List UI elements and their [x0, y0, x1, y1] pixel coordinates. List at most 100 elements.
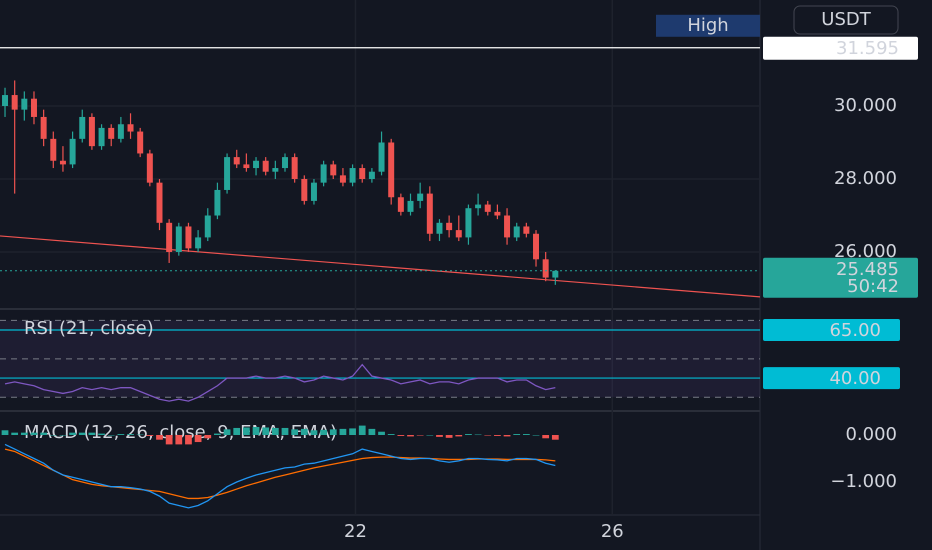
histogram-bar — [484, 434, 492, 436]
level-label-box — [763, 319, 900, 342]
x-tick-label: 22 — [344, 521, 367, 542]
histogram-bar — [426, 434, 434, 436]
histogram-bar — [329, 429, 337, 435]
y-tick-label: 28.000 — [834, 168, 897, 189]
histogram-bar — [503, 434, 511, 437]
candle-body — [542, 259, 549, 278]
histogram-bar — [252, 427, 260, 435]
candle-body — [2, 95, 9, 107]
candle-body — [310, 182, 317, 201]
histogram-bar — [69, 432, 76, 435]
histogram-bar — [320, 429, 327, 435]
candle-body — [253, 160, 260, 169]
candle-body — [175, 226, 182, 253]
candle-body — [21, 98, 28, 110]
candle-body — [417, 193, 424, 201]
rsi-line — [4, 363, 556, 402]
histogram-bar — [223, 429, 231, 435]
histogram-bar — [88, 432, 96, 435]
histogram-bar — [243, 427, 250, 435]
candle-body — [214, 189, 221, 216]
histogram-bar — [387, 434, 395, 435]
candle-body — [146, 153, 153, 183]
histogram-bar — [20, 432, 28, 435]
histogram-bar — [185, 434, 192, 445]
candle-body — [455, 230, 462, 238]
candle-body — [475, 204, 482, 209]
candle-body — [88, 116, 95, 147]
histogram-bar — [358, 425, 366, 435]
histogram-bar — [107, 434, 115, 436]
histogram-bar — [156, 434, 163, 440]
high-label: High — [687, 15, 728, 36]
x-tick-label: 26 — [601, 521, 624, 542]
y-tick-label: 30.000 — [834, 95, 897, 116]
candle-body — [166, 222, 173, 253]
candle-body — [426, 193, 433, 234]
candle-body — [243, 164, 250, 169]
histogram-bar — [40, 432, 48, 435]
histogram-bar — [136, 434, 144, 436]
histogram-bar — [78, 432, 86, 435]
histogram-bar — [291, 429, 299, 435]
candle-body — [513, 226, 520, 238]
y-tick-label: −1.000 — [830, 471, 897, 492]
candle-body — [407, 200, 414, 212]
currency-button[interactable] — [793, 5, 899, 35]
histogram-bar — [281, 427, 289, 435]
candle-body — [359, 168, 366, 180]
histogram-bar — [513, 434, 521, 435]
candle-body — [446, 222, 453, 231]
high-label-box — [656, 14, 760, 37]
histogram-bar — [233, 427, 241, 435]
histogram-bar — [522, 434, 530, 435]
countdown: 50:42 — [847, 276, 899, 297]
candle-body — [484, 204, 491, 212]
histogram-bar — [271, 427, 279, 435]
last-price: 25.485 — [836, 259, 899, 280]
last-price-box — [763, 257, 918, 298]
candle-body — [533, 233, 540, 260]
histogram-bar — [455, 434, 463, 437]
histogram-bar — [49, 434, 57, 436]
histogram-bar — [368, 428, 376, 435]
histogram-bar — [532, 434, 540, 436]
candle-body — [224, 157, 231, 190]
histogram-bar — [310, 430, 318, 435]
candle-body — [339, 175, 346, 183]
currency[interactable]: USDT — [821, 9, 871, 30]
candle-body — [436, 222, 443, 234]
histogram-bar — [397, 434, 405, 436]
candle-body — [330, 164, 337, 176]
histogram-bar — [465, 434, 472, 435]
level-label: 40.00 — [829, 368, 881, 389]
candle-body — [195, 237, 202, 249]
candle-body — [465, 208, 472, 238]
histogram-bar — [407, 434, 414, 437]
candle-body — [291, 157, 298, 180]
candle-body — [494, 211, 501, 216]
candle-body — [156, 182, 163, 223]
histogram-bar — [349, 428, 356, 435]
candle-body — [40, 116, 47, 139]
candle-body — [98, 127, 105, 147]
histogram-bar — [378, 431, 385, 435]
candle-body — [69, 138, 76, 165]
candle-body — [397, 197, 404, 212]
candle-body — [368, 171, 375, 180]
macd-line — [4, 443, 556, 509]
candle-body — [185, 226, 192, 249]
level-label: 65.00 — [829, 320, 881, 341]
candle-body — [262, 160, 269, 172]
histogram-bar — [59, 434, 67, 436]
histogram-bar — [416, 434, 424, 436]
histogram-bar — [1, 430, 9, 435]
candle-body — [523, 226, 530, 234]
candle-body — [127, 124, 134, 132]
histogram-bar — [146, 434, 154, 436]
histogram-bar — [262, 427, 270, 435]
histogram-bar — [204, 434, 212, 439]
histogram-bar — [445, 434, 453, 438]
candle-body — [50, 138, 57, 161]
level-label-box — [763, 367, 900, 390]
